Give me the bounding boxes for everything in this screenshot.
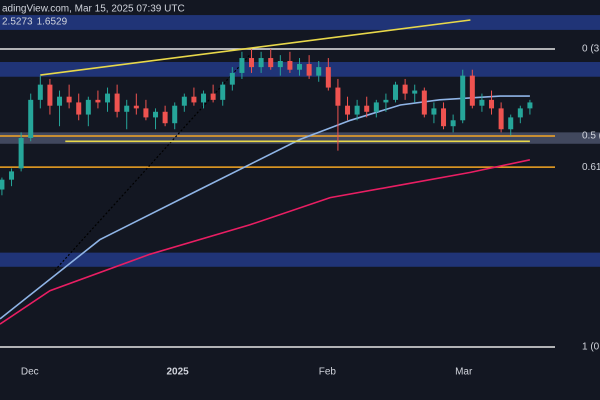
indicator-line [40, 19, 471, 76]
candle-body [114, 93, 120, 112]
fib-label: 0.5 (1 [582, 131, 600, 142]
candle-body [268, 58, 274, 68]
candle-body [441, 108, 447, 127]
candle-body [479, 99, 485, 106]
candle-body [393, 84, 399, 100]
candle-body [229, 72, 235, 85]
candle-body [57, 96, 63, 106]
candle-body [431, 108, 437, 115]
candle-body [306, 64, 312, 76]
candle-body [153, 111, 159, 118]
candle-body [517, 108, 523, 118]
candle-body [220, 84, 226, 100]
source-text: adingView.com, Mar 15, 2025 07:39 UTC [2, 4, 185, 15]
candle-body [412, 90, 418, 94]
price-zone [0, 15, 600, 30]
candle-body [191, 96, 197, 103]
candle-body [258, 58, 264, 68]
candle-body [373, 102, 379, 112]
candle-body [450, 120, 456, 127]
candle-body [162, 111, 168, 124]
indicator-line [0, 95, 530, 320]
fib-label: 0.618 (1 [582, 162, 600, 173]
candle-body [469, 75, 475, 106]
indicator-line [0, 159, 531, 325]
candle-body [460, 75, 466, 121]
candle-body [210, 93, 216, 100]
candle-body [66, 96, 72, 103]
candle-body [345, 105, 351, 115]
candle-body [527, 102, 533, 109]
candle-body [383, 99, 389, 103]
x-tick-label: Mar [455, 367, 473, 378]
candle-body [76, 102, 82, 115]
candle-body [124, 105, 130, 112]
legend-value: 1.6529 [37, 17, 68, 28]
price-zone [0, 252, 600, 267]
candle-body [489, 99, 495, 109]
candle-body [133, 105, 139, 109]
candle-body [47, 84, 53, 106]
candle-body [402, 84, 408, 94]
candle-body [335, 87, 341, 106]
candle-body [18, 137, 24, 169]
candle-body [172, 105, 178, 124]
candle-body [498, 108, 504, 130]
candle-body [105, 93, 111, 103]
candle-body [28, 99, 34, 138]
price-zone [0, 132, 600, 144]
candle-body [297, 64, 303, 70]
candle-body [181, 96, 187, 106]
candle-body [421, 90, 427, 115]
candle-body [143, 108, 149, 118]
candle-body [201, 93, 207, 103]
candle-body [508, 117, 514, 130]
legend-value: 2.5273 [2, 17, 33, 28]
x-tick-label: Dec [21, 367, 39, 378]
fib-label: 0 (3 [582, 44, 600, 55]
candle-body [249, 58, 255, 68]
candle-body [85, 99, 91, 115]
candle-body [37, 84, 43, 100]
candle-body [9, 171, 15, 180]
candle-body [0, 179, 5, 190]
candle-body [325, 67, 331, 88]
candle-body [364, 105, 370, 112]
candle-body [287, 61, 293, 70]
candle-body [239, 58, 245, 73]
fib-label: 1 (0 [582, 342, 600, 353]
candle-body [316, 67, 322, 76]
candle-body [354, 105, 360, 115]
x-tick-label: 2025 [166, 367, 189, 378]
candle-body [95, 99, 101, 103]
candle-body [277, 61, 283, 68]
indicator-line [54, 54, 251, 271]
x-tick-label: Feb [319, 367, 337, 378]
